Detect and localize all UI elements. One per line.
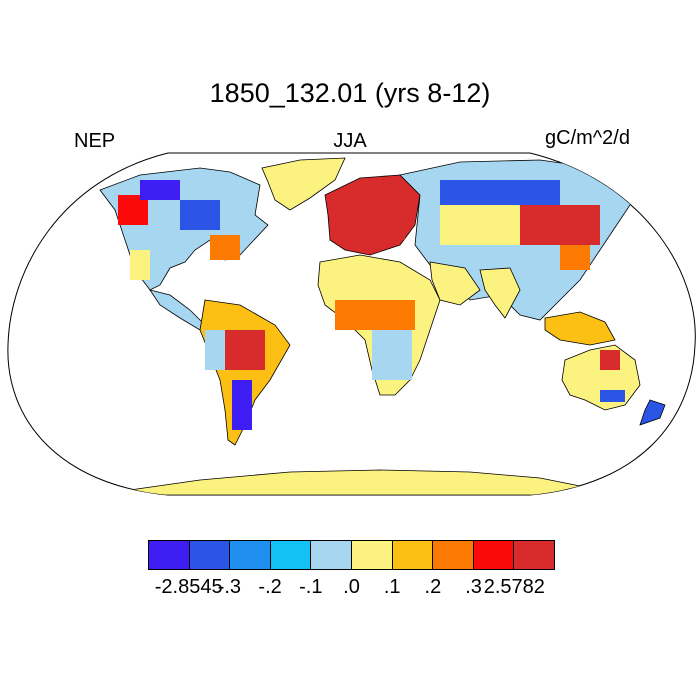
map-title: 1850_132.01 (yrs 8-12): [209, 78, 491, 108]
colorbar-swatch: [473, 541, 515, 569]
variable-label: NEP: [74, 130, 116, 152]
colorbar-tick-label: .0: [343, 576, 360, 598]
colorbar: [148, 540, 555, 570]
colorbar-swatch: [230, 541, 271, 569]
colorbar-tick-label: -.2: [258, 576, 282, 598]
season-label: JJA: [333, 130, 367, 152]
antarctica: [129, 469, 621, 495]
colorbar-swatch: [189, 541, 231, 569]
colorbar-swatch: [433, 541, 474, 569]
colorbar-tick-label: -2.8545: [154, 576, 223, 598]
nep-patches: [118, 180, 625, 430]
colorbar-swatch: [392, 541, 434, 569]
colorbar-swatch: [351, 541, 393, 569]
maritime-asia: [544, 311, 616, 346]
colorbar-tick-label: -.1: [299, 576, 323, 598]
colorbar-tick-label: 2.5782: [483, 576, 545, 598]
colorbar-swatch: [311, 541, 352, 569]
colorbar-swatch: [270, 541, 312, 569]
colorbar-tick-label: -.3: [217, 576, 242, 598]
arabia: [429, 261, 481, 306]
units-label: gC/m^2/d: [545, 127, 630, 149]
india: [479, 267, 521, 319]
colorbar-tick-label: .3: [465, 576, 482, 598]
colorbar-tick-label: .2: [424, 576, 442, 598]
greenland: [261, 157, 346, 211]
new-zealand: [639, 399, 666, 426]
colorbar-swatch: [149, 541, 190, 569]
colorbar-swatch: [514, 541, 554, 569]
colorbar-tick-label: .1: [383, 576, 401, 598]
